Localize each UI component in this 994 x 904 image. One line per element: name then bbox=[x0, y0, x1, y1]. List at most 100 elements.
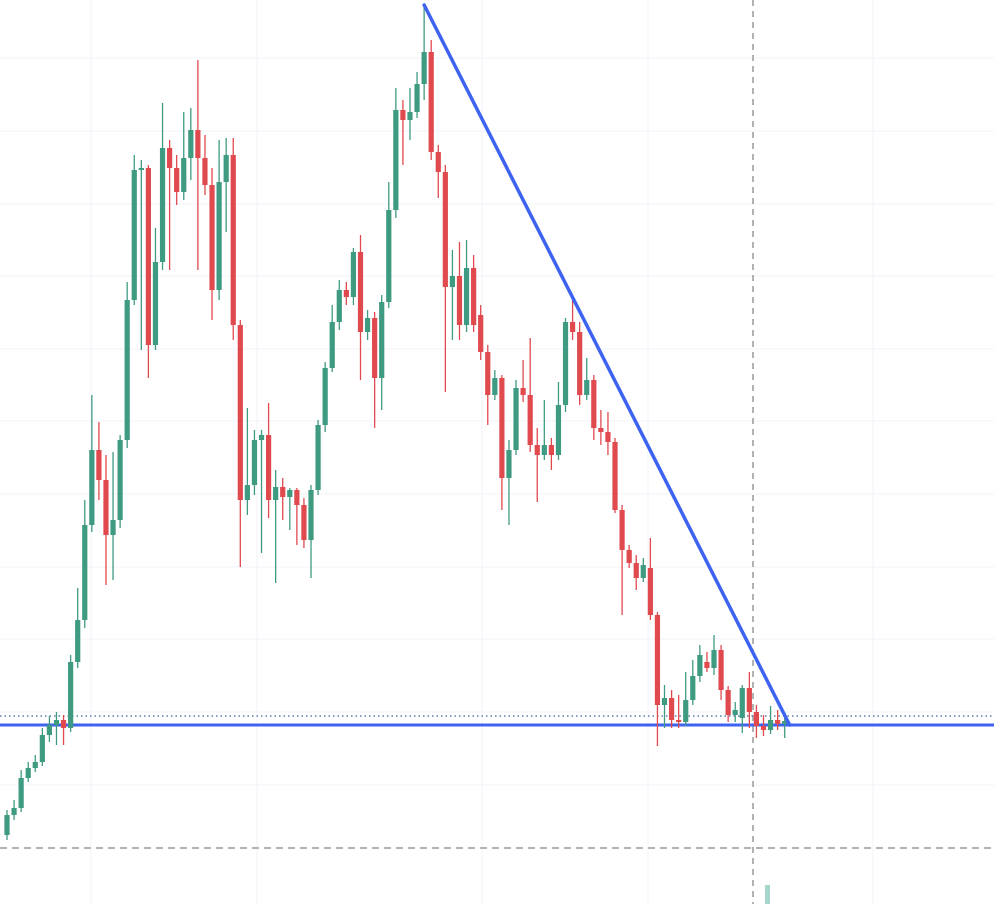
candle-body bbox=[506, 450, 512, 478]
candle-body bbox=[364, 318, 371, 332]
candle-body bbox=[216, 182, 222, 290]
candle-body bbox=[11, 808, 17, 815]
candle-body bbox=[548, 445, 554, 455]
candle-body bbox=[718, 650, 724, 690]
candle-body bbox=[591, 380, 597, 428]
candle-body bbox=[145, 168, 151, 345]
candle-body bbox=[676, 720, 682, 722]
candle-body bbox=[265, 435, 272, 500]
candle-body bbox=[520, 388, 526, 395]
candle-body bbox=[315, 425, 321, 490]
candle-body bbox=[124, 300, 130, 440]
candle-body bbox=[605, 432, 611, 442]
candle-body bbox=[492, 378, 498, 395]
candle-body bbox=[704, 662, 710, 668]
candle-body bbox=[584, 380, 590, 395]
candle-body bbox=[188, 130, 194, 158]
candle-body bbox=[640, 565, 646, 578]
candle-body bbox=[251, 440, 258, 485]
candle-body bbox=[174, 168, 180, 192]
candle-body bbox=[746, 688, 752, 712]
candle-body bbox=[230, 155, 236, 325]
candle-body bbox=[152, 262, 159, 345]
candle-body bbox=[336, 290, 342, 322]
candle-body bbox=[414, 84, 420, 112]
candle-body bbox=[541, 445, 547, 455]
candle-body bbox=[350, 252, 357, 297]
candle-body bbox=[725, 690, 731, 715]
candle-body bbox=[577, 332, 583, 395]
candle-body bbox=[619, 510, 625, 550]
candle-body bbox=[400, 110, 406, 120]
candle-body bbox=[711, 650, 717, 668]
candle-body bbox=[181, 158, 187, 192]
candle-body bbox=[131, 170, 137, 300]
candle-body bbox=[301, 505, 307, 540]
candle-body bbox=[442, 172, 448, 287]
candle-body bbox=[471, 268, 477, 325]
candle-body bbox=[75, 620, 81, 662]
candle-body bbox=[683, 700, 689, 722]
candle-body bbox=[372, 318, 378, 378]
candle-body bbox=[223, 155, 229, 182]
candle-body bbox=[463, 268, 470, 325]
candle-body bbox=[25, 768, 31, 778]
candle-body bbox=[661, 698, 668, 705]
candle-body bbox=[60, 720, 67, 728]
candle-body bbox=[258, 435, 265, 440]
candle-body bbox=[732, 710, 738, 715]
candle-body bbox=[513, 388, 519, 450]
candle-body bbox=[612, 442, 618, 510]
candle-body bbox=[244, 485, 250, 500]
candle-body bbox=[527, 395, 533, 445]
candle-body bbox=[775, 720, 781, 724]
candle-body bbox=[753, 712, 760, 726]
candle-body bbox=[435, 152, 441, 172]
candle-body bbox=[280, 487, 286, 497]
candle-body bbox=[294, 490, 300, 505]
candle-body bbox=[626, 550, 632, 563]
candle-body bbox=[499, 378, 505, 478]
candle-body bbox=[654, 615, 661, 705]
volume-bar bbox=[765, 885, 770, 904]
candle-body bbox=[89, 450, 95, 525]
candle-body bbox=[421, 52, 427, 84]
candle-body bbox=[357, 252, 364, 332]
candle-body bbox=[117, 440, 123, 520]
candle-body bbox=[39, 735, 45, 762]
candle-body bbox=[739, 688, 745, 718]
candle-body bbox=[598, 428, 604, 432]
candle-body bbox=[32, 762, 38, 768]
candle-body bbox=[68, 662, 74, 728]
candle-body bbox=[478, 315, 484, 352]
candle-body bbox=[195, 130, 201, 158]
candle-body bbox=[110, 520, 116, 535]
candle-body bbox=[697, 655, 703, 676]
candle-body bbox=[449, 276, 456, 287]
candle-body bbox=[103, 480, 109, 535]
candle-body bbox=[647, 568, 653, 615]
candle-body bbox=[555, 405, 562, 455]
candle-body bbox=[690, 676, 696, 700]
candle-body bbox=[760, 726, 767, 730]
trend-line bbox=[422, 3, 792, 727]
candle-body bbox=[379, 302, 385, 378]
candle-body bbox=[18, 778, 24, 808]
candle-body bbox=[308, 490, 314, 540]
candle-body bbox=[96, 450, 102, 480]
candle-body bbox=[782, 721, 788, 724]
candle-body bbox=[329, 322, 335, 368]
candle-body bbox=[138, 168, 144, 170]
candle-body bbox=[167, 148, 173, 168]
candle-body bbox=[386, 210, 392, 302]
candle-body bbox=[562, 322, 569, 405]
candle-body bbox=[767, 720, 774, 730]
candle-body bbox=[237, 325, 243, 500]
candle-body bbox=[202, 158, 208, 185]
candle-body bbox=[407, 112, 413, 120]
candle-body bbox=[534, 445, 540, 455]
candle-body bbox=[668, 698, 675, 720]
candle-body bbox=[159, 148, 166, 262]
